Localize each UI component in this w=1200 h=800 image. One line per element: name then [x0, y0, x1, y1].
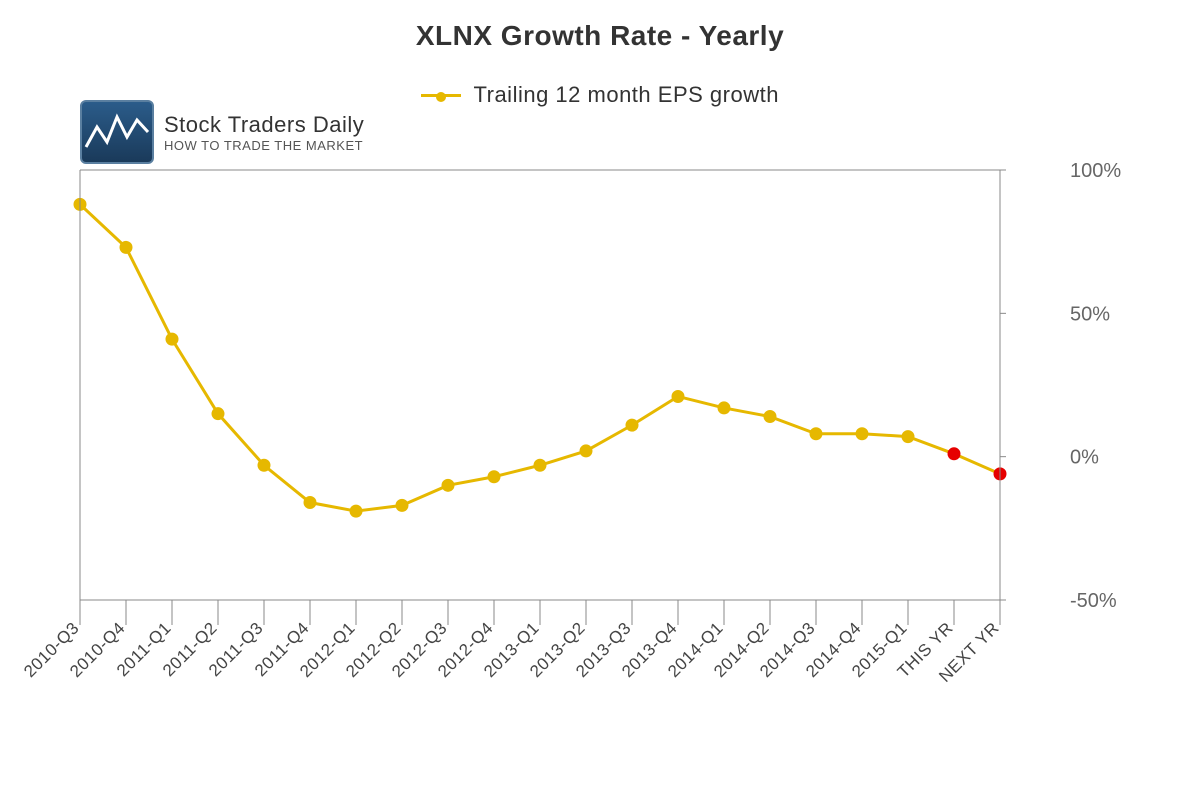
svg-text:2013-Q4: 2013-Q4	[618, 618, 681, 681]
logo-main-text: Stock Traders Daily	[164, 112, 364, 138]
chart-title: XLNX Growth Rate - Yearly	[0, 0, 1200, 52]
logo-sub-text: HOW TO TRADE THE MARKET	[164, 138, 364, 153]
svg-text:2010-Q4: 2010-Q4	[66, 618, 129, 681]
svg-text:2010-Q3: 2010-Q3	[20, 618, 83, 681]
svg-text:2014-Q4: 2014-Q4	[802, 618, 865, 681]
svg-text:50%: 50%	[1070, 303, 1110, 325]
chart-container: XLNX Growth Rate - Yearly Trailing 12 mo…	[0, 0, 1200, 800]
svg-text:2011-Q3: 2011-Q3	[205, 618, 267, 680]
logo-text: Stock Traders Daily HOW TO TRADE THE MAR…	[164, 112, 364, 153]
svg-text:2011-Q1: 2011-Q1	[113, 618, 175, 680]
plot-area	[80, 170, 1000, 600]
svg-text:2014-Q2: 2014-Q2	[710, 618, 773, 681]
legend-label: Trailing 12 month EPS growth	[474, 82, 779, 107]
svg-text:2011-Q2: 2011-Q2	[159, 618, 221, 680]
svg-text:2014-Q1: 2014-Q1	[664, 618, 727, 681]
svg-text:-50%: -50%	[1070, 590, 1117, 612]
source-logo: Stock Traders Daily HOW TO TRADE THE MAR…	[80, 100, 364, 164]
svg-text:THIS YR: THIS YR	[894, 618, 957, 681]
svg-text:0%: 0%	[1070, 447, 1099, 469]
logo-icon	[80, 100, 154, 164]
svg-text:100%: 100%	[1070, 160, 1121, 182]
chart-svg	[80, 170, 1000, 600]
svg-text:NEXT YR: NEXT YR	[935, 618, 1003, 686]
svg-text:2012-Q3: 2012-Q3	[388, 618, 451, 681]
svg-text:2012-Q1: 2012-Q1	[296, 618, 359, 681]
svg-text:2011-Q4: 2011-Q4	[251, 618, 313, 680]
legend-marker-icon	[421, 94, 461, 97]
svg-text:2015-Q1: 2015-Q1	[848, 618, 911, 681]
svg-text:2012-Q4: 2012-Q4	[434, 618, 497, 681]
svg-text:2012-Q2: 2012-Q2	[342, 618, 405, 681]
svg-text:2013-Q2: 2013-Q2	[526, 618, 589, 681]
svg-text:2013-Q1: 2013-Q1	[480, 618, 543, 681]
svg-text:2014-Q3: 2014-Q3	[756, 618, 819, 681]
svg-text:2013-Q3: 2013-Q3	[572, 618, 635, 681]
